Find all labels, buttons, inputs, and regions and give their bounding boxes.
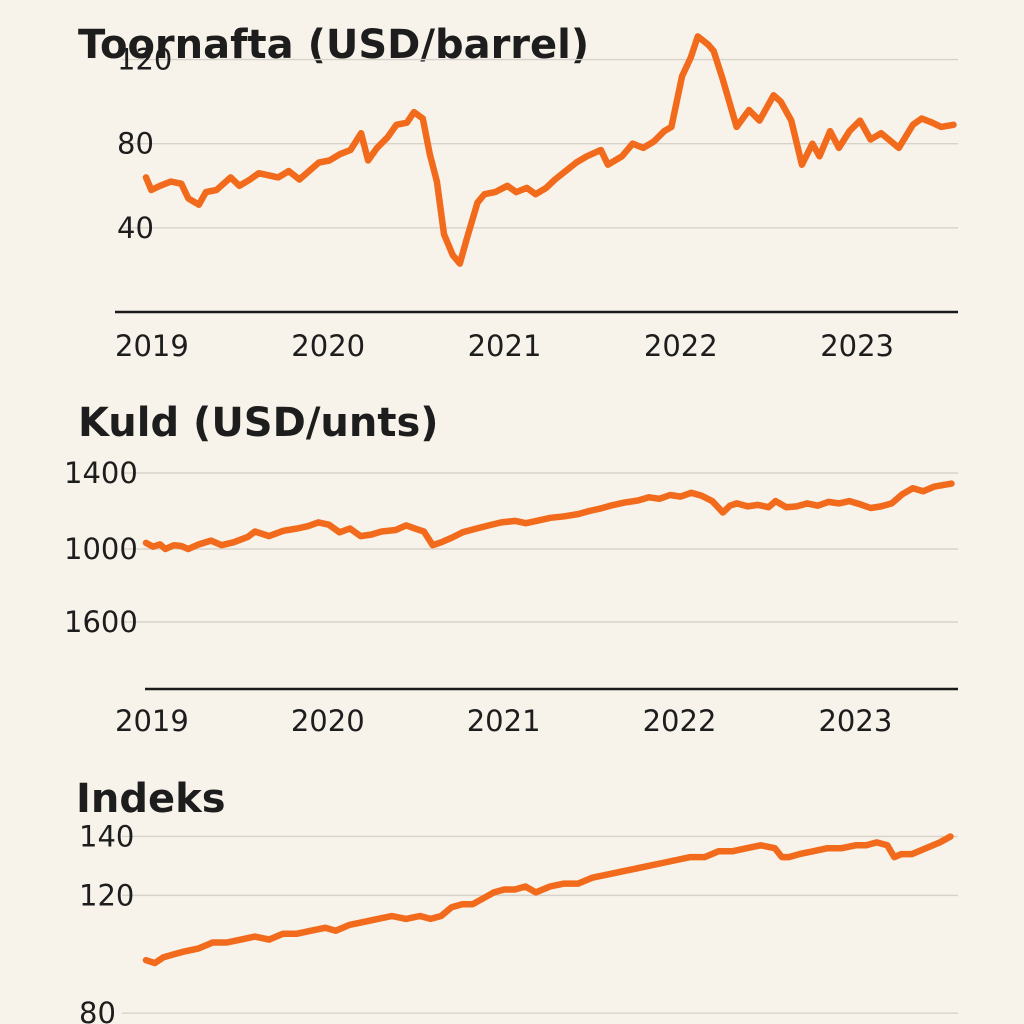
x-tick-label: 2020 bbox=[291, 704, 365, 738]
chart-title: Indeks bbox=[76, 776, 226, 822]
y-tick-label: 80 bbox=[79, 996, 116, 1024]
x-tick-label: 2023 bbox=[818, 704, 892, 738]
series-line bbox=[142, 833, 954, 967]
x-tick-label: 2021 bbox=[467, 704, 541, 738]
x-tick-label: 2023 bbox=[820, 329, 894, 363]
x-tick-label: 2020 bbox=[291, 329, 365, 363]
y-tick-label: 1000 bbox=[64, 532, 138, 566]
y-tick-label: 40 bbox=[117, 211, 154, 245]
chart-title: Kuld (USD/unts) bbox=[78, 400, 439, 446]
y-tick-label: 80 bbox=[117, 127, 154, 161]
y-tick-label: 1600 bbox=[64, 605, 138, 639]
y-tick-label: 120 bbox=[117, 43, 172, 77]
chart-title: Toornafta (USD/barrel) bbox=[78, 22, 589, 68]
x-tick-label: 2019 bbox=[115, 704, 189, 738]
y-tick-label: 140 bbox=[79, 819, 134, 853]
x-tick-label: 2022 bbox=[643, 704, 717, 738]
series-line bbox=[142, 33, 957, 267]
x-tick-label: 2021 bbox=[468, 329, 542, 363]
x-tick-label: 2019 bbox=[115, 329, 189, 363]
y-tick-label: 1400 bbox=[64, 456, 138, 490]
y-tick-label: 120 bbox=[79, 878, 134, 912]
series-line bbox=[142, 480, 955, 553]
x-tick-label: 2022 bbox=[644, 329, 718, 363]
